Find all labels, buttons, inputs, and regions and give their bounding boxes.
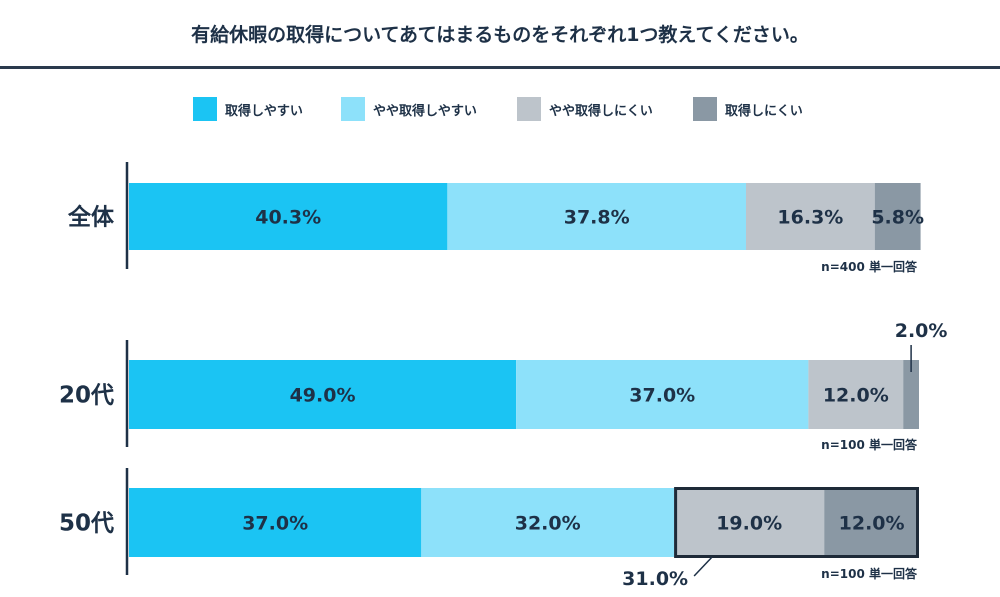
bar-segment xyxy=(808,360,904,429)
annotation-box xyxy=(674,487,919,558)
data-label: 2.0% xyxy=(895,320,948,342)
legend-label-3: やや取得しにくい xyxy=(549,103,653,119)
bar-segment xyxy=(421,488,675,557)
legend-swatch-1 xyxy=(193,97,217,121)
category-label: 50代 xyxy=(59,511,114,537)
annotation-leader-line xyxy=(693,556,713,577)
legend-item-4: 取得しにくい xyxy=(693,96,803,122)
bar-segment xyxy=(674,488,825,557)
data-label: 12.0% xyxy=(839,513,905,535)
data-label: 37.0% xyxy=(242,513,308,535)
legend-label-2: やや取得しやすい xyxy=(373,103,477,119)
legend-swatch-4 xyxy=(693,97,717,121)
annotation-label: 31.0% xyxy=(622,568,688,590)
legend: 取得しやすい やや取得しやすい やや取得しにくい 取得しにくい xyxy=(0,96,1000,122)
data-label: 5.8% xyxy=(871,207,924,229)
legend-swatch-3 xyxy=(517,97,541,121)
data-label: 32.0% xyxy=(515,513,581,535)
data-label: 37.8% xyxy=(564,207,630,229)
bar-segment xyxy=(129,183,448,250)
data-label: 37.0% xyxy=(629,385,695,407)
category-label: 全体 xyxy=(67,204,115,231)
data-label: 16.3% xyxy=(777,207,843,229)
data-label: 40.3% xyxy=(255,207,321,229)
bar-segment xyxy=(824,488,919,557)
data-label: 12.0% xyxy=(823,385,889,407)
bar-segment xyxy=(129,360,517,429)
bar-segment xyxy=(516,360,809,429)
category-label: 20代 xyxy=(59,383,114,409)
legend-item-1: 取得しやすい xyxy=(193,96,303,122)
legend-item-3: やや取得しにくい xyxy=(517,96,653,122)
bar-segment xyxy=(903,360,919,429)
legend-swatch-2 xyxy=(341,97,365,121)
data-label: 19.0% xyxy=(716,513,782,535)
chart-title: 有給休暇の取得についてあてはまるものをそれぞれ1つ教えてください。 xyxy=(191,23,809,46)
sample-note: n=100 単一回答 xyxy=(821,566,918,581)
legend-label-1: 取得しやすい xyxy=(225,103,303,119)
sample-note: n=100 単一回答 xyxy=(821,437,918,452)
bar-segment xyxy=(745,183,875,250)
bar-segment xyxy=(447,183,746,250)
legend-item-2: やや取得しやすい xyxy=(341,96,477,122)
sample-note: n=400 単一回答 xyxy=(821,259,918,274)
data-label: 49.0% xyxy=(290,385,356,407)
legend-label-4: 取得しにくい xyxy=(725,103,803,119)
title-divider xyxy=(0,66,1000,69)
bar-segment xyxy=(874,183,921,250)
bar-segment xyxy=(129,488,422,557)
